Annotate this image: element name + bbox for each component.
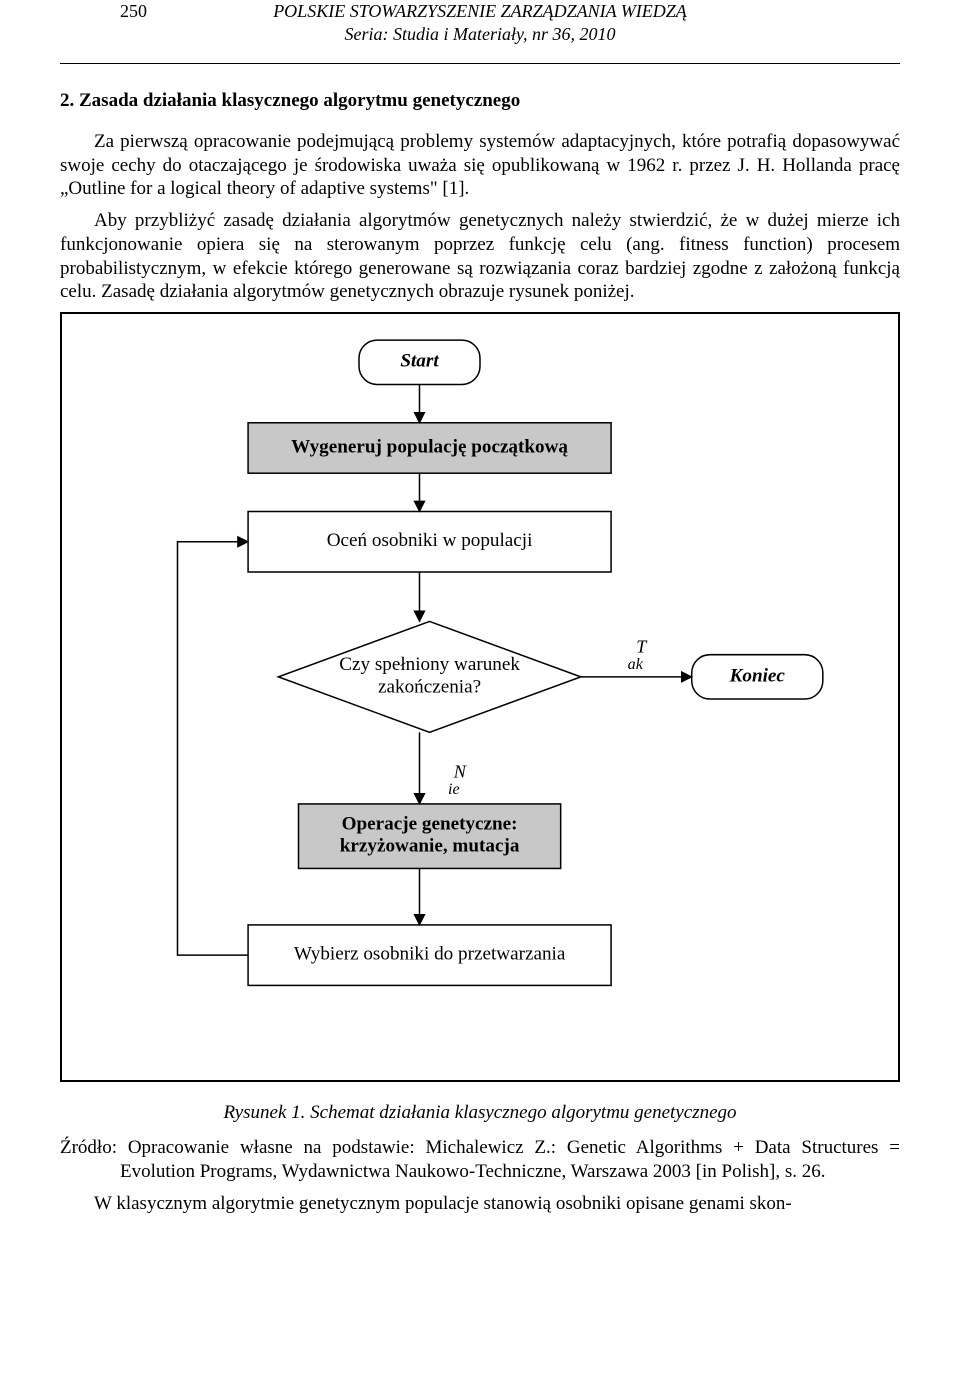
header-rule <box>60 63 900 64</box>
svg-text:Wybierz osobniki do przetwarza: Wybierz osobniki do przetwarzania <box>294 944 566 965</box>
flowchart-figure: Start Wygeneruj populację początkową Oceń … <box>60 312 900 1082</box>
page: 250 POLSKIE STOWARZYSZENIE ZARZĄDZANIA W… <box>0 0 960 1373</box>
svg-text:ak: ak <box>628 656 644 673</box>
svg-text:N: N <box>453 762 467 782</box>
figure-source: Źródło: Opracowanie własne na podstawie:… <box>60 1136 900 1184</box>
svg-text:krzyżowanie, mutacja: krzyżowanie, mutacja <box>340 836 520 857</box>
svg-text:ie: ie <box>448 781 460 798</box>
svg-text:Oceń osobniki w populacji: Oceń osobniki w populacji <box>327 530 533 551</box>
paragraph-1: Za pierwszą opracowanie podejmującą prob… <box>60 130 900 201</box>
svg-text:Operacje genetyczne:: Operacje genetyczne: <box>342 814 518 835</box>
section-title: 2. Zasada działania klasycznego algorytm… <box>60 90 900 112</box>
paragraph-2: Aby przybliżyć zasadę działania algorytm… <box>60 209 900 304</box>
svg-text:T: T <box>636 637 648 657</box>
svg-text:Czy spełniony warunek: Czy spełniony warunek <box>339 654 520 675</box>
svg-text:Start: Start <box>400 351 439 372</box>
flowchart-svg: Start Wygeneruj populację początkową Oceń … <box>82 330 878 1056</box>
svg-text:zakończenia?: zakończenia? <box>378 676 481 697</box>
page-header: 250 POLSKIE STOWARZYSZENIE ZARZĄDZANIA W… <box>60 0 900 57</box>
svg-text:Koniec: Koniec <box>729 665 786 686</box>
closing-paragraph: W klasycznym algorytmie genetycznym popu… <box>60 1192 900 1216</box>
svg-text:Wygeneruj populację początkową: Wygeneruj populację początkową <box>291 436 568 457</box>
figure-caption: Rysunek 1. Schemat działania klasycznego… <box>60 1102 900 1124</box>
header-line-1: POLSKIE STOWARZYSZENIE ZARZĄDZANIA WIEDZ… <box>273 1 687 21</box>
header-line-2: Seria: Studia i Materiały, nr 36, 2010 <box>345 24 616 44</box>
page-number: 250 <box>120 0 147 23</box>
